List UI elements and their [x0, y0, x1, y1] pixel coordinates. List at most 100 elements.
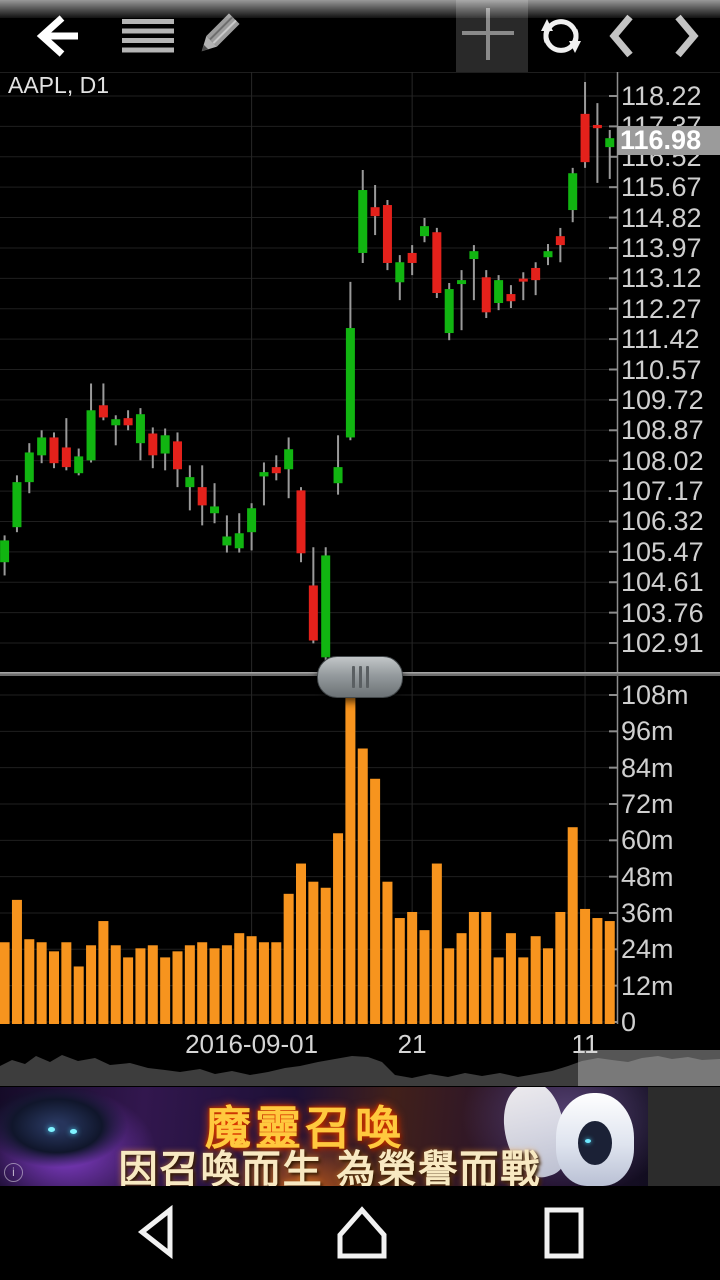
volume-bar — [518, 957, 529, 1024]
volume-bar — [24, 939, 35, 1024]
volume-bar — [308, 881, 319, 1024]
ad-banner[interactable]: 魔靈召喚 因召喚而生 為榮譽而戰 i — [0, 1087, 720, 1186]
prev-button[interactable] — [598, 0, 648, 72]
volume-bars-layer — [0, 690, 615, 1024]
candlestick-chart-canvas[interactable] — [0, 0, 720, 1190]
candle-up — [37, 437, 47, 456]
candle-up — [469, 251, 479, 260]
candle-down — [518, 278, 528, 282]
volume-bar — [580, 908, 591, 1024]
volume-bar — [468, 911, 479, 1024]
candle-up — [234, 533, 244, 549]
volume-bar — [543, 948, 553, 1024]
candle-up — [358, 190, 368, 253]
refresh-icon — [541, 19, 581, 53]
home-icon — [337, 1206, 387, 1259]
ad-character-eye — [70, 1129, 77, 1134]
volume-bar — [481, 911, 492, 1024]
candle-down — [61, 447, 71, 468]
candle-up — [210, 506, 220, 514]
candle-down — [271, 467, 281, 474]
candle-down — [531, 267, 541, 281]
back-button[interactable] — [28, 0, 88, 72]
candle-up — [494, 280, 504, 304]
candle-up — [0, 540, 10, 563]
pane-resize-handle[interactable] — [317, 656, 403, 698]
volume-bar — [110, 945, 121, 1024]
grip-line — [358, 666, 362, 688]
candle-up — [321, 555, 331, 658]
candle-up — [457, 280, 467, 285]
candle-up — [135, 414, 145, 444]
nav-recents-button[interactable] — [504, 1186, 624, 1280]
volume-bar — [36, 942, 47, 1024]
chevron-right-icon — [675, 14, 699, 58]
candle-up — [420, 226, 429, 237]
ad-character-face — [578, 1121, 612, 1165]
volume-bar — [271, 942, 282, 1024]
volume-bar — [11, 899, 22, 1024]
volume-bar — [382, 881, 393, 1024]
candle-up — [74, 456, 84, 474]
volume-bar — [456, 933, 467, 1024]
draw-button[interactable] — [188, 0, 248, 72]
candle-down — [98, 405, 108, 418]
candle-down — [555, 236, 565, 246]
candle-up — [568, 173, 578, 211]
candle-up — [284, 449, 294, 470]
volume-bar — [86, 945, 97, 1024]
candle-down — [308, 585, 318, 641]
ad-dark-character — [0, 1089, 144, 1186]
volume-bar — [221, 945, 232, 1024]
volume-bar — [296, 863, 306, 1024]
refresh-button[interactable] — [532, 0, 590, 72]
next-button[interactable] — [662, 0, 712, 72]
volume-bar — [160, 957, 171, 1024]
menu-lines-icon — [122, 19, 174, 53]
minimap-silhouette — [0, 1055, 720, 1086]
candle-up — [185, 477, 195, 488]
candle-up — [222, 536, 232, 546]
candle-down — [592, 124, 602, 129]
last-price-badge: 116.98 — [617, 126, 720, 155]
candle-up — [160, 435, 170, 454]
candle-up — [247, 508, 257, 533]
ad-character-eye — [48, 1127, 55, 1132]
candle-up — [12, 482, 22, 528]
candle-down — [506, 294, 516, 302]
candle-up — [345, 328, 355, 438]
volume-bar — [567, 827, 578, 1024]
minimap-view-window[interactable] — [578, 1050, 720, 1086]
volume-bar — [135, 948, 146, 1024]
candle-up — [333, 467, 343, 484]
candle-down — [148, 433, 158, 456]
chevron-left-icon — [609, 14, 633, 58]
candle-down — [407, 252, 417, 263]
nav-back-button[interactable] — [100, 1186, 220, 1280]
back-triangle-icon — [137, 1204, 173, 1260]
menu-button[interactable] — [118, 0, 178, 72]
nav-home-button[interactable] — [302, 1186, 422, 1280]
volume-bar — [209, 948, 220, 1024]
volume-bar — [604, 921, 615, 1024]
volume-bar — [394, 918, 405, 1024]
volume-bar — [357, 748, 368, 1024]
volume-bar — [431, 863, 442, 1024]
candle-up — [444, 289, 454, 334]
volume-bar — [370, 778, 381, 1024]
ad-info-icon[interactable]: i — [4, 1163, 23, 1182]
grip-line — [351, 666, 355, 688]
android-nav-bar — [0, 1186, 720, 1280]
volume-bar — [234, 933, 245, 1024]
candle-down — [49, 437, 59, 464]
volume-bar — [505, 933, 516, 1024]
volume-bar — [49, 951, 59, 1024]
ad-character-eye — [585, 1139, 591, 1143]
candle-down — [296, 490, 306, 554]
candle-down — [580, 113, 590, 163]
ad-subtitle: 因召喚而生 為榮譽而戰 — [118, 1149, 542, 1186]
pencil-icon — [201, 13, 240, 52]
candle-down — [432, 232, 442, 293]
candle-up — [111, 419, 121, 426]
